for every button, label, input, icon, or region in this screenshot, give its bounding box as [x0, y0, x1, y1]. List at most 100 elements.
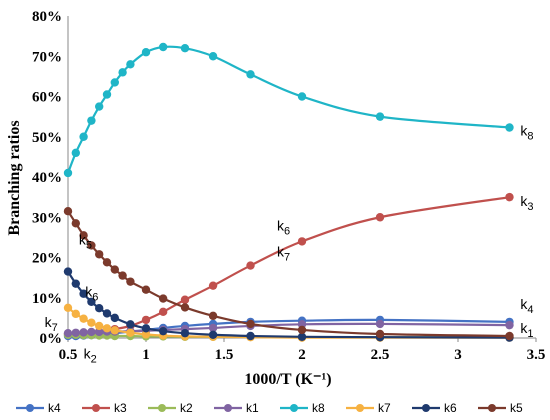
- series-k8: [63, 42, 514, 178]
- y-tick-label: 0%: [40, 331, 63, 347]
- data-point-k5: [110, 265, 120, 274]
- legend-item-k5: k5: [478, 401, 523, 415]
- x-tick-label: 3.5: [527, 347, 546, 363]
- data-point-k1: [79, 328, 88, 337]
- data-point-k8: [126, 60, 135, 69]
- data-point-k8: [141, 48, 151, 57]
- data-point-k8: [95, 102, 104, 111]
- legend-item-k2: k2: [148, 401, 193, 415]
- legend-item-k8: k8: [280, 401, 325, 415]
- data-point-k5: [208, 311, 218, 321]
- x-tick-label: 2.5: [371, 347, 390, 363]
- legend-marker: [356, 404, 364, 412]
- x-axis-title: 1000/T (K⁻¹): [244, 371, 331, 388]
- y-axis-ticks: 0% 10% 20% 30% 40% 50% 60% 70% 80%: [32, 9, 62, 347]
- legend-label: k3: [114, 401, 127, 415]
- series-k6: [63, 267, 514, 342]
- data-point-k5: [375, 329, 385, 339]
- legend-marker: [224, 404, 232, 412]
- data-point-k8: [246, 70, 255, 79]
- data-point-k7: [126, 328, 135, 337]
- y-tick-label: 10%: [32, 291, 62, 307]
- legend-item-k3: k3: [82, 401, 127, 415]
- annotation-k2-left: k2: [84, 345, 97, 365]
- legend-label: k5: [510, 401, 523, 415]
- data-point-k6: [180, 328, 190, 338]
- legend-marker: [92, 404, 100, 412]
- data-point-k1: [375, 319, 385, 329]
- annotation-k3: k3: [520, 193, 533, 213]
- data-point-k8: [158, 42, 168, 52]
- data-point-k7: [95, 321, 104, 331]
- data-point-k5: [87, 241, 96, 250]
- data-point-k6: [141, 324, 151, 333]
- legend-label: k4: [48, 401, 61, 415]
- data-point-k7: [71, 309, 81, 319]
- data-point-k7: [102, 324, 112, 333]
- annotation-k7-mid: k7: [277, 244, 290, 264]
- data-point-k8: [63, 168, 73, 178]
- y-tick-label: 50%: [32, 130, 62, 146]
- legend-label: k1: [246, 401, 259, 415]
- data-point-k5: [246, 319, 255, 329]
- data-point-k7: [141, 330, 151, 339]
- annotation-k7-left: k7: [45, 314, 58, 334]
- data-point-k8: [118, 68, 127, 77]
- data-point-k7: [110, 326, 120, 335]
- data-point-k5: [95, 250, 104, 259]
- legend-label: k2: [180, 401, 193, 415]
- y-tick-label: 60%: [32, 90, 62, 106]
- data-point-k5: [158, 294, 168, 303]
- data-point-k6: [110, 313, 120, 323]
- y-tick-label: 80%: [32, 9, 62, 25]
- data-point-k6: [126, 320, 135, 329]
- data-point-k1: [208, 323, 218, 333]
- data-point-k8: [180, 44, 190, 53]
- data-point-k6: [79, 289, 88, 298]
- y-tick-label: 70%: [32, 49, 62, 65]
- data-point-k5: [63, 207, 73, 216]
- y-tick-label: 30%: [32, 210, 62, 226]
- annotation-k4: k4: [520, 296, 533, 316]
- x-tick-label: 2: [298, 347, 306, 363]
- data-point-k6: [63, 267, 73, 276]
- data-point-k7: [87, 318, 96, 327]
- data-point-k5: [79, 231, 88, 240]
- legend-label: k8: [312, 401, 325, 415]
- legend-marker: [290, 404, 298, 412]
- data-point-k3: [505, 192, 514, 202]
- data-point-k3: [158, 307, 168, 317]
- data-point-k5: [505, 331, 514, 341]
- data-point-k5: [118, 271, 127, 280]
- axes: [67, 16, 536, 339]
- data-point-k6: [208, 330, 218, 339]
- data-point-k7: [63, 303, 73, 313]
- data-point-k6: [158, 326, 168, 336]
- data-point-k3: [375, 213, 385, 222]
- data-point-k1: [87, 327, 96, 337]
- data-point-k6: [95, 304, 104, 313]
- x-tick-label: 1: [142, 347, 150, 363]
- data-point-k8: [208, 52, 218, 61]
- data-point-k3: [208, 281, 218, 290]
- data-point-k1: [95, 327, 104, 337]
- annotation-k5-left: k5: [79, 231, 92, 251]
- data-point-k8: [110, 78, 120, 87]
- data-point-k1: [505, 320, 514, 330]
- data-point-k6: [246, 331, 255, 341]
- legend-item-k1: k1: [214, 401, 259, 415]
- legend: k4 k3 k2 k1 k8 k7 k6 k5: [16, 401, 523, 415]
- data-point-k3: [141, 315, 151, 325]
- data-point-k6: [297, 332, 307, 341]
- data-point-k5: [71, 219, 81, 228]
- legend-marker: [26, 404, 34, 412]
- data-point-k8: [505, 123, 514, 132]
- data-point-k3: [246, 261, 255, 270]
- series-k3: [63, 192, 514, 339]
- legend-marker: [158, 404, 166, 412]
- data-point-k3: [297, 237, 307, 246]
- legend-item-k7: k7: [346, 401, 391, 415]
- series-k5: [63, 207, 514, 341]
- data-point-k8: [79, 132, 88, 141]
